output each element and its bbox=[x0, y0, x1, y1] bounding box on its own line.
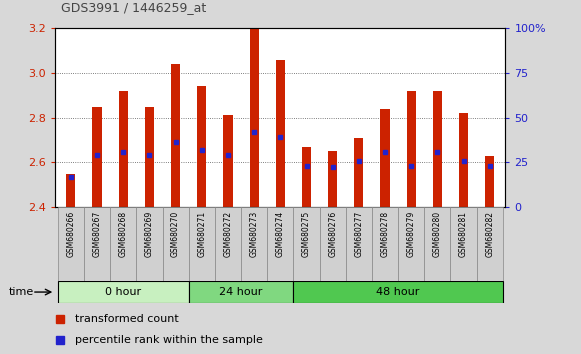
FancyBboxPatch shape bbox=[267, 207, 293, 281]
Bar bbox=[171, 64, 180, 207]
FancyBboxPatch shape bbox=[346, 207, 372, 281]
Bar bbox=[119, 91, 128, 207]
Text: GSM680278: GSM680278 bbox=[381, 211, 389, 257]
Bar bbox=[381, 109, 390, 207]
Bar bbox=[485, 156, 494, 207]
FancyBboxPatch shape bbox=[58, 207, 84, 281]
Text: 0 hour: 0 hour bbox=[105, 287, 141, 297]
FancyBboxPatch shape bbox=[84, 207, 110, 281]
Bar bbox=[354, 138, 364, 207]
Bar bbox=[302, 147, 311, 207]
FancyBboxPatch shape bbox=[424, 207, 450, 281]
Bar bbox=[407, 91, 416, 207]
Text: GSM680267: GSM680267 bbox=[92, 211, 102, 257]
Text: GSM680282: GSM680282 bbox=[485, 211, 494, 257]
Text: transformed count: transformed count bbox=[76, 314, 179, 324]
Text: GSM680272: GSM680272 bbox=[224, 211, 232, 257]
Text: GSM680280: GSM680280 bbox=[433, 211, 442, 257]
Text: 48 hour: 48 hour bbox=[376, 287, 420, 297]
FancyBboxPatch shape bbox=[58, 281, 189, 303]
Bar bbox=[223, 115, 232, 207]
FancyBboxPatch shape bbox=[372, 207, 398, 281]
FancyBboxPatch shape bbox=[241, 207, 267, 281]
Text: time: time bbox=[9, 287, 34, 297]
FancyBboxPatch shape bbox=[293, 281, 503, 303]
FancyBboxPatch shape bbox=[215, 207, 241, 281]
Text: GSM680270: GSM680270 bbox=[171, 211, 180, 257]
FancyBboxPatch shape bbox=[450, 207, 476, 281]
Bar bbox=[92, 107, 102, 207]
FancyBboxPatch shape bbox=[476, 207, 503, 281]
Text: GSM680279: GSM680279 bbox=[407, 211, 416, 257]
Text: GSM680277: GSM680277 bbox=[354, 211, 363, 257]
FancyBboxPatch shape bbox=[110, 207, 137, 281]
Text: GSM680273: GSM680273 bbox=[250, 211, 259, 257]
Text: GDS3991 / 1446259_at: GDS3991 / 1446259_at bbox=[61, 1, 206, 14]
FancyBboxPatch shape bbox=[189, 281, 293, 303]
Text: GSM680269: GSM680269 bbox=[145, 211, 154, 257]
Text: GSM680266: GSM680266 bbox=[66, 211, 76, 257]
Bar bbox=[145, 107, 154, 207]
Text: percentile rank within the sample: percentile rank within the sample bbox=[76, 335, 263, 345]
Bar bbox=[459, 113, 468, 207]
Bar bbox=[197, 86, 206, 207]
FancyBboxPatch shape bbox=[163, 207, 189, 281]
Text: 24 hour: 24 hour bbox=[220, 287, 263, 297]
Text: GSM680274: GSM680274 bbox=[276, 211, 285, 257]
Text: GSM680275: GSM680275 bbox=[302, 211, 311, 257]
FancyBboxPatch shape bbox=[137, 207, 163, 281]
Bar bbox=[433, 91, 442, 207]
Bar bbox=[276, 59, 285, 207]
Text: GSM680268: GSM680268 bbox=[119, 211, 128, 257]
Text: GSM680276: GSM680276 bbox=[328, 211, 337, 257]
Text: GSM680271: GSM680271 bbox=[198, 211, 206, 257]
FancyBboxPatch shape bbox=[189, 207, 215, 281]
FancyBboxPatch shape bbox=[293, 207, 320, 281]
Bar bbox=[66, 173, 76, 207]
FancyBboxPatch shape bbox=[398, 207, 424, 281]
Bar bbox=[328, 151, 338, 207]
Bar bbox=[250, 28, 259, 207]
FancyBboxPatch shape bbox=[320, 207, 346, 281]
Text: GSM680281: GSM680281 bbox=[459, 211, 468, 257]
